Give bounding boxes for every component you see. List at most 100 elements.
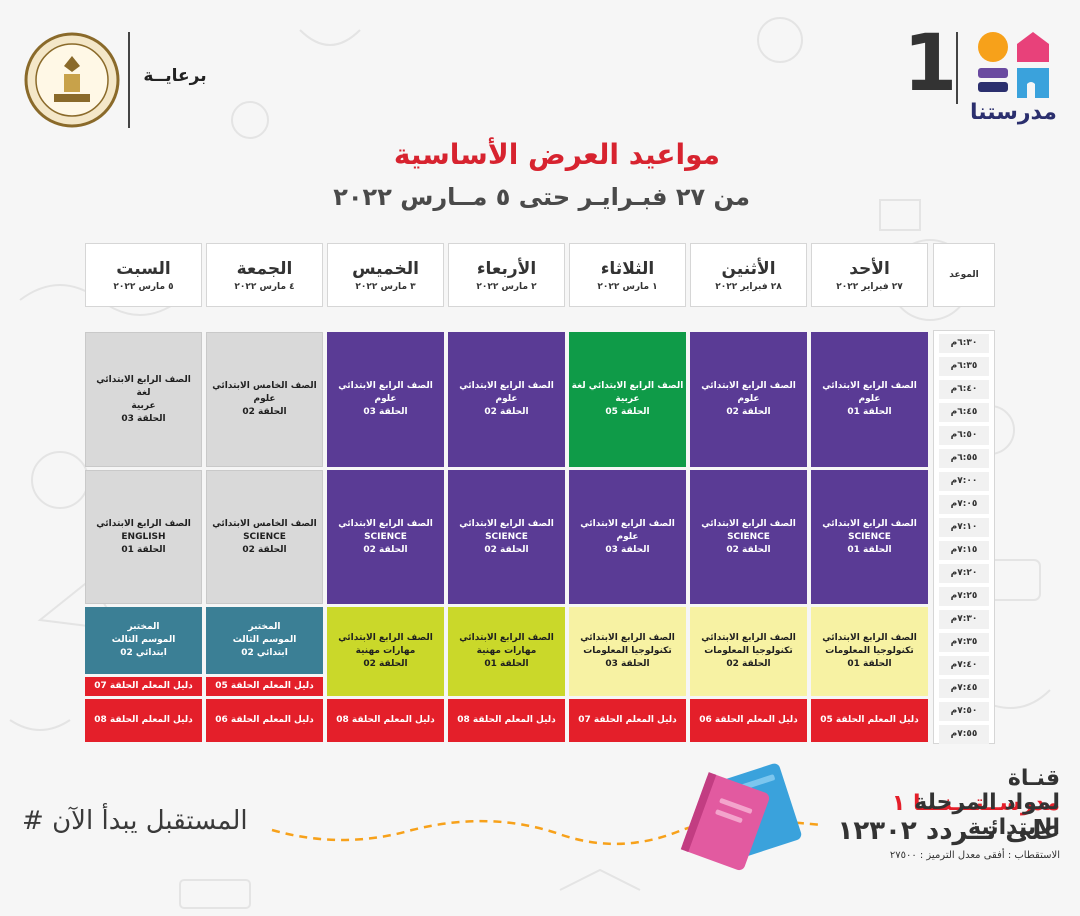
brand-name: مدرستنا [970,100,1057,125]
teacher-guide-episode: دليل المعلم الحلقة 08 [336,715,435,725]
program-subject: علوم [616,531,639,542]
time-slot: ٦:٥٥م [939,449,989,468]
program-episode: الحلقة 02 [242,407,287,417]
program-episode: الحلقة 02 [484,407,529,417]
program-subject: عربية [615,394,640,404]
program-grade: الصف الرابع الابتدائي [701,633,796,643]
program-episode: الحلقة 02 [363,544,408,555]
time-slot: ٧:٢٥م [939,587,989,606]
program-block[interactable]: الصف الرابع الابتدائي ENGLISH الحلقة 01 [85,470,202,604]
program-block[interactable]: دليل المعلم الحلقة 08 [327,699,444,742]
day-date: ١ مارس ٢٠٢٢ [597,281,658,292]
program-grade: الصف الرابع الابتدائي [338,633,433,643]
day-name: السبت [116,258,171,279]
time-slot: ٧:٢٠م [939,564,989,583]
channel-name-line: قنـاة مدرســتـــنـــا ١ [860,766,1060,816]
program-subject: تكنولوجيا المعلومات [704,646,793,656]
program-block[interactable]: دليل المعلم الحلقة 08 [85,699,202,742]
program-block[interactable]: الصف الرابع الابتدائي علوم الحلقة 02 [448,332,565,467]
channel-name: مدرســتـــنـــا ١ [891,791,1060,816]
day-date: ٣ مارس ٢٠٢٢ [355,281,416,292]
program-block[interactable]: الصف الرابع الابتدائي علوم الحلقة 01 [811,332,928,467]
day-name: الثلاثاء [600,258,655,279]
time-slot: ٧:٣٠م [939,610,989,629]
teacher-guide-episode: دليل المعلم الحلقة 05 [215,681,314,691]
program-episode: الحلقة 03 [363,407,408,417]
time-slot: ٧:٤٠م [939,656,989,675]
program-block[interactable]: الصف الرابع الابتدائي SCIENCE الحلقة 01 [811,470,928,604]
program-grade: الصف الرابع الابتدائي لغة [571,381,684,391]
day-date: ٢٧ فبراير ٢٠٢٢ [836,281,903,292]
program-block[interactable]: المختبر الموسم الثالث ابتدائي 02 [85,607,202,674]
hashtag-slogan: # المستقبل يبدأ الآن [22,806,248,836]
day-header-wednesday: الأربعاء ٢ مارس ٢٠٢٢ [448,243,565,307]
program-block[interactable]: الصف الرابع الابتدائي SCIENCE الحلقة 02 [448,470,565,604]
program-block[interactable]: دليل المعلم الحلقة 05 [206,677,323,696]
program-block[interactable]: الصف الرابع الابتدائي تكنولوجيا المعلوما… [811,607,928,696]
time-slots-column: ٦:٣٠م ٦:٣٥م ٦:٤٠م ٦:٤٥م ٦:٥٠م ٦:٥٥م ٧:٠٠… [933,330,995,744]
time-slot: ٦:٥٠م [939,426,989,445]
program-block[interactable]: الصف الرابع الابتدائي SCIENCE الحلقة 02 [327,470,444,604]
day-date: ٢٨ فبراير ٢٠٢٢ [715,281,782,292]
header-divider-left [128,32,130,128]
program-block[interactable]: دليل المعلم الحلقة 07 [569,699,686,742]
program-grade: الصف الخامس الابتدائي [212,381,317,391]
program-block[interactable]: الصف الرابع الابتدائي علوم الحلقة 03 [569,470,686,604]
program-block[interactable]: الصف الرابع الابتدائي علوم الحلقة 02 [690,332,807,467]
program-episode: الحلقة 02 [242,544,287,555]
program-block[interactable]: الصف الرابع الابتدائي تكنولوجيا المعلوما… [569,607,686,696]
program-block[interactable]: دليل المعلم الحلقة 07 [85,677,202,696]
program-block[interactable]: الصف الخامس الابتدائي SCIENCE الحلقة 02 [206,470,323,604]
program-block[interactable]: المختبر الموسم الثالث ابتدائي 02 [206,607,323,674]
program-grade: الصف الرابع الابتدائي [580,518,675,529]
program-subject: عربية [131,400,156,411]
program-subject: علوم [737,394,760,404]
header-divider-right [956,32,958,104]
program-grade: الصف الرابع الابتدائي [701,381,796,391]
program-block[interactable]: دليل المعلم الحلقة 06 [206,699,323,742]
time-column-header: الموعد [933,243,995,307]
time-slot: ٧:١٥م [939,541,989,560]
program-block[interactable]: الصف الرابع الابتدائي تكنولوجيا المعلوما… [690,607,807,696]
program-block[interactable]: الصف الرابع الابتدائي مهارات مهنية الحلق… [327,607,444,696]
program-block[interactable]: دليل المعلم الحلقة 06 [690,699,807,742]
day-name: الجمعة [236,258,293,279]
day-name: الأربعاء [476,258,537,279]
day-name: الأثنين [721,258,776,279]
program-grade: الصف الرابع الابتدائي [338,381,433,391]
program-block[interactable]: الصف الرابع الابتدائي SCIENCE الحلقة 02 [690,470,807,604]
program-subject: SCIENCE [364,531,407,542]
program-episode: الحلقة 01 [847,407,892,417]
program-episode: الحلقة 02 [726,407,771,417]
program-episode: ابتدائي 02 [120,648,167,658]
program-block[interactable]: الصف الرابع الابتدائي علوم الحلقة 03 [327,332,444,467]
program-episode: الحلقة 01 [121,544,166,555]
program-episode: ابتدائي 02 [241,648,288,658]
program-subject: علوم [495,394,518,404]
program-subject: SCIENCE [848,531,891,542]
program-grade: الصف الرابع الابتدائي [459,518,554,529]
program-grade: الصف الرابع الابتدائي [701,518,796,529]
program-block[interactable]: الصف الخامس الابتدائي علوم الحلقة 02 [206,332,323,467]
program-subject: تكنولوجيا المعلومات [825,646,914,656]
program-title: المختبر [248,622,281,632]
program-block[interactable]: دليل المعلم الحلقة 08 [448,699,565,742]
program-block[interactable]: الصف الرابع الابتدائي مهارات مهنية الحلق… [448,607,565,696]
teacher-guide-episode: دليل المعلم الحلقة 06 [215,715,314,725]
program-grade: الصف الرابع الابتدائي [822,381,917,391]
program-episode: الحلقة 02 [484,544,529,555]
program-block[interactable]: الصف الرابع الابتدائي لغة عربية الحلقة 0… [569,332,686,467]
program-episode: الحلقة 02 [363,659,408,669]
day-date: ٢ مارس ٢٠٢٢ [476,281,537,292]
program-episode: الحلقة 05 [605,407,650,417]
program-subject: SCIENCE [485,531,528,542]
program-block[interactable]: الصف الرابع الابتدائي لغة عربية الحلقة 0… [85,332,202,467]
ministry-seal-logo [24,32,120,128]
program-title: المختبر [127,622,160,632]
program-block[interactable]: دليل المعلم الحلقة 05 [811,699,928,742]
dashed-path-decoration [271,819,823,846]
program-grade: الصف الرابع الابتدائي لغة [96,374,191,398]
teacher-guide-episode: دليل المعلم الحلقة 08 [457,715,556,725]
program-episode: الحلقة 01 [847,659,892,669]
program-subject: تكنولوجيا المعلومات [583,646,672,656]
